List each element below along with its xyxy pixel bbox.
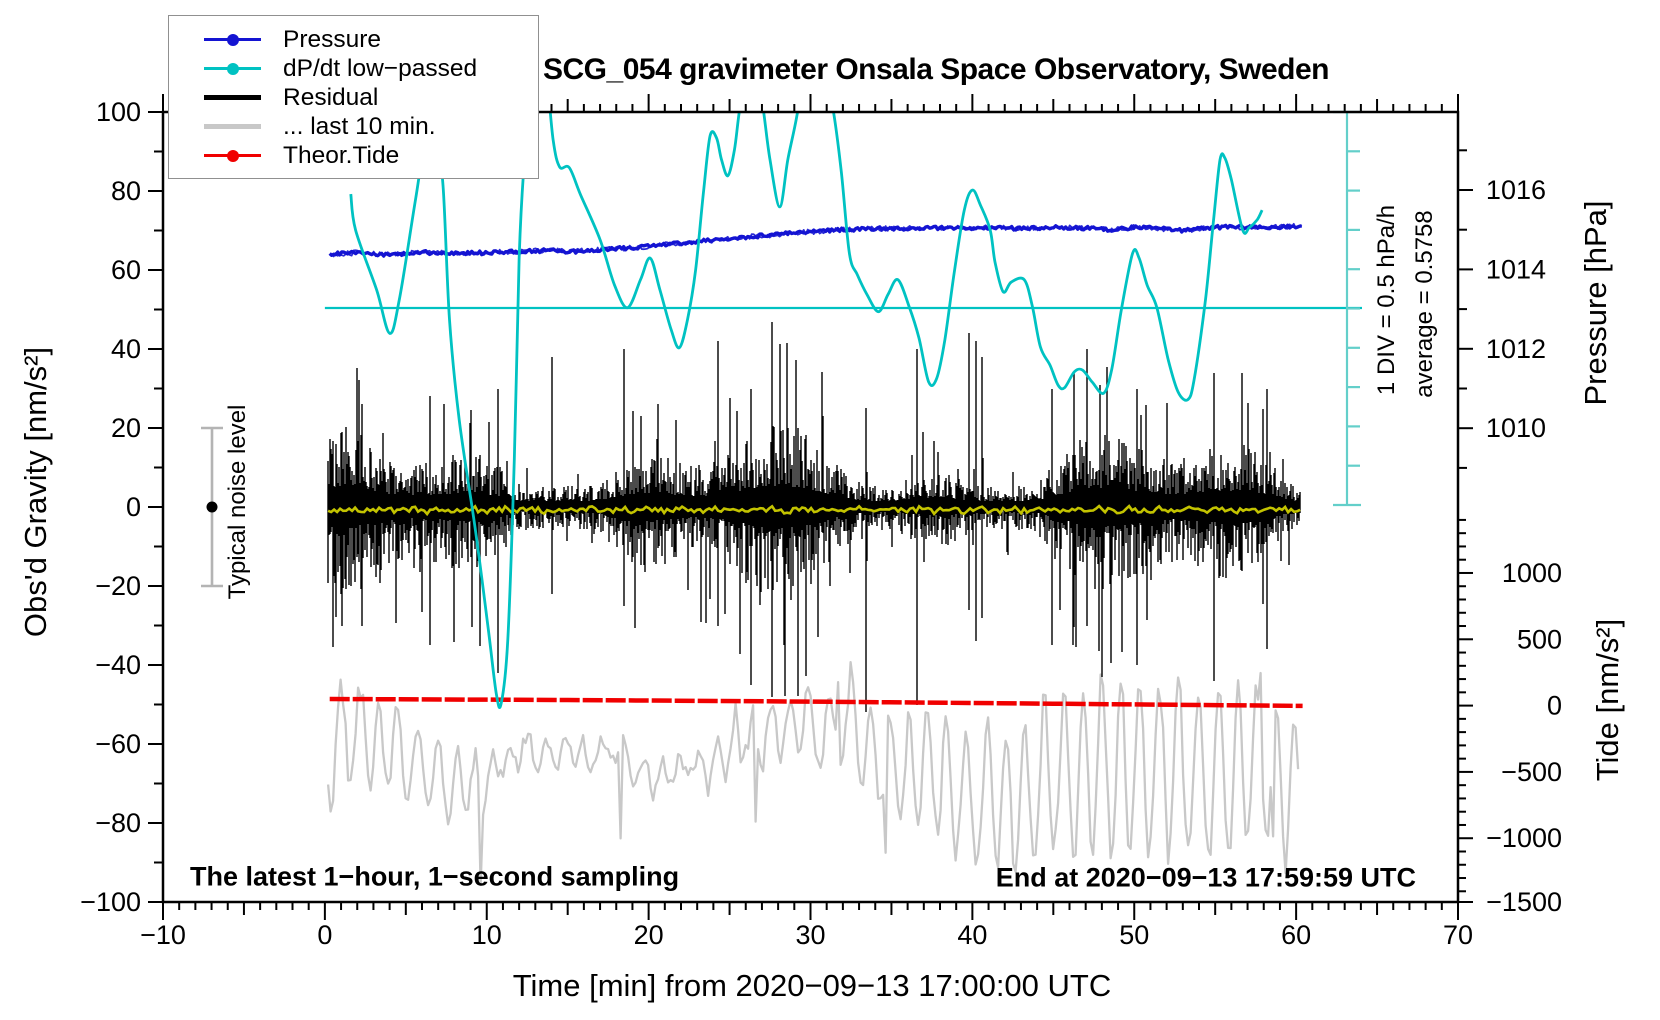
svg-text:60: 60 [111,255,141,285]
svg-text:10: 10 [472,920,502,950]
svg-text:40: 40 [957,920,987,950]
svg-text:1010: 1010 [1486,413,1546,443]
legend-item-dpdt: dP/dt low−passed [169,54,538,83]
svg-text:0: 0 [317,920,332,950]
svg-text:−80: −80 [95,808,141,838]
legend-label: Pressure [283,25,382,53]
legend-label: Residual [283,83,379,111]
series-dpdt [349,112,1264,710]
series-theor-tide [329,696,1303,709]
axis-ticks [148,94,1473,920]
residual-line-swatch [204,95,261,100]
svg-text:20: 20 [634,920,664,950]
svg-text:50: 50 [1119,920,1149,950]
svg-text:−1000: −1000 [1486,823,1562,853]
series-pressure [329,222,1303,258]
series-last10min [326,661,1300,887]
svg-text:−60: −60 [95,729,141,759]
svg-text:40: 40 [111,334,141,364]
svg-text:−100: −100 [80,887,141,917]
x-axis-title: Time [min] from 2020−09−13 17:00:00 UTC [512,968,1112,1003]
svg-text:−10: −10 [140,920,186,950]
legend-label: ... last 10 min. [283,112,436,140]
svg-text:80: 80 [111,176,141,206]
svg-text:100: 100 [96,97,141,127]
svg-text:60: 60 [1281,920,1311,950]
div-scale-annotation: 1 DIV = 0.5 hPa/h [1373,204,1400,396]
svg-text:−20: −20 [95,571,141,601]
svg-text:0: 0 [126,492,141,522]
svg-text:500: 500 [1517,624,1562,654]
legend-item-pressure: Pressure [169,25,538,54]
series-residual-lowpass [327,504,1301,517]
svg-text:−500: −500 [1501,757,1562,787]
legend-item-last10: ... last 10 min. [169,112,538,141]
legend-item-residual: Residual [169,83,538,112]
svg-text:−1500: −1500 [1486,887,1562,917]
gravity-axis-title: Obs'd Gravity [nm/s²] [18,346,53,638]
average-annotation: average = 0.5758 [1411,210,1438,398]
typical-noise-bar [201,426,223,588]
legend: Pressure dP/dt low−passed Residual ... l… [168,15,539,179]
svg-text:20: 20 [111,413,141,443]
svg-text:1016: 1016 [1486,175,1546,205]
end-time-note: End at 2020−09−13 17:59:59 UTC [995,862,1416,893]
axis-tick-labels: −10 0 10 20 30 40 50 60 70100806040200−20−40−60−… [80,97,1562,950]
svg-text:−40: −40 [95,650,141,680]
svg-text:0: 0 [1547,691,1562,721]
noise-bar-annotation: Typical noise level [224,404,251,600]
series-residual [327,322,1301,712]
pressure-axis-title: Pressure [hPa] [1578,200,1613,406]
legend-label: dP/dt low−passed [283,54,478,82]
legend-item-tide: Theor.Tide [169,141,538,170]
svg-text:1012: 1012 [1486,334,1546,364]
svg-text:30: 30 [795,920,825,950]
series-area [326,112,1303,887]
tide-axis-title: Tide [nm/s²] [1590,618,1625,782]
legend-label: Theor.Tide [283,141,400,169]
sampling-note: The latest 1−hour, 1−second sampling [190,861,680,892]
last10-line-swatch [204,124,261,129]
chart-title: SCG_054 gravimeter Onsala Space Observat… [543,53,1330,86]
svg-text:1000: 1000 [1502,558,1562,588]
dpdt-line-swatch [204,62,261,75]
pressure-line-swatch [204,33,261,46]
dpdt-average-and-scale [324,110,1362,507]
tide-line-swatch [204,149,261,162]
svg-text:1014: 1014 [1486,254,1546,284]
svg-text:70: 70 [1443,920,1473,950]
noise-bar-dot [206,501,218,513]
plot-frame [161,110,1460,904]
